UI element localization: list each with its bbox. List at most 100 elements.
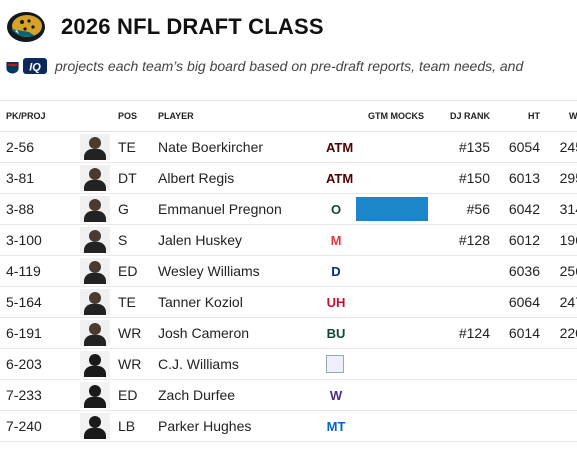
player-headshot [80, 320, 110, 346]
page-title: 2026 NFL DRAFT CLASS [61, 14, 324, 39]
height-cell: 6042 [490, 193, 540, 225]
col-header-photo [74, 100, 118, 132]
school-logo-icon: BU [326, 326, 346, 342]
player-headshot [80, 134, 110, 160]
table-row[interactable]: 5-164 TE Tanner Koziol UH 6064 247 [0, 286, 577, 318]
player-name-link[interactable]: Emmanuel Pregnon [158, 193, 326, 225]
weight-cell: 256 [540, 255, 577, 287]
height-cell: 6064 [490, 286, 540, 318]
position-cell: S [118, 224, 158, 256]
player-name-link[interactable]: Albert Regis [158, 162, 326, 194]
player-headshot [80, 382, 110, 408]
table-row[interactable]: 2-56 TE Nate Boerkircher ATM #135 6054 2… [0, 131, 577, 163]
rank-cell: #56 [436, 193, 490, 225]
rank-cell: #128 [436, 224, 490, 256]
player-headshot [80, 196, 110, 222]
player-name-link[interactable]: Jalen Huskey [158, 224, 326, 256]
player-name-link[interactable]: Parker Hughes [158, 410, 326, 442]
position-cell: DT [118, 162, 158, 194]
position-cell: LB [118, 410, 158, 442]
school-logo-icon: O [330, 202, 342, 218]
table-row[interactable]: 6-203 WR C.J. Williams [0, 348, 577, 380]
col-header-school [326, 100, 356, 132]
player-headshot [80, 227, 110, 253]
player-name-link[interactable]: Nate Boerkircher [158, 131, 326, 163]
weight-cell: 196 [540, 224, 577, 256]
position-cell: TE [118, 131, 158, 163]
player-headshot [80, 413, 110, 439]
player-headshot [80, 289, 110, 315]
position-cell: ED [118, 255, 158, 287]
pick-cell: 5-164 [0, 286, 74, 318]
pick-cell: 3-100 [0, 224, 74, 256]
col-header-pos[interactable]: POS [118, 100, 158, 132]
subtitle-row: IQ projects each team’s big board based … [0, 54, 577, 80]
weight-cell: 220 [540, 317, 577, 349]
pick-cell: 4-119 [0, 255, 74, 287]
player-name-link[interactable]: C.J. Williams [158, 348, 326, 380]
table-row[interactable]: 4-119 ED Wesley Williams D 6036 256 [0, 255, 577, 287]
weight-cell [540, 348, 577, 380]
weight-cell: 247 [540, 286, 577, 318]
player-name-link[interactable]: Josh Cameron [158, 317, 326, 349]
player-headshot [80, 258, 110, 284]
table-header-row: PK/PROJ POS PLAYER GTM MOCKS DJ RANK HT … [0, 100, 577, 132]
rank-cell [436, 379, 490, 411]
school-logo-icon: M [330, 233, 342, 249]
player-name-link[interactable]: Zach Durfee [158, 379, 326, 411]
rank-cell: #124 [436, 317, 490, 349]
gtm-mock-bar [356, 197, 428, 221]
height-cell: 6013 [490, 162, 540, 194]
table-row[interactable]: 3-100 S Jalen Huskey M #128 6012 196 [0, 224, 577, 256]
table-row[interactable]: 3-88 G Emmanuel Pregnon O #56 6042 314 [0, 193, 577, 225]
height-cell: 6012 [490, 224, 540, 256]
broken-image-icon [326, 355, 344, 374]
rank-cell [436, 410, 490, 442]
school-logo-icon: UH [326, 295, 346, 311]
school-logo-icon: ATM [326, 171, 354, 187]
table-row[interactable]: 3-81 DT Albert Regis ATM #150 6013 295 [0, 162, 577, 194]
position-cell: WR [118, 348, 158, 380]
player-name-link[interactable]: Wesley Williams [158, 255, 326, 287]
school-logo-icon: MT [326, 419, 346, 435]
col-header-rank[interactable]: DJ RANK [436, 100, 490, 132]
height-cell [490, 379, 540, 411]
nfl-shield-icon [5, 57, 20, 75]
height-cell [490, 348, 540, 380]
table-row[interactable]: 7-240 LB Parker Hughes MT [0, 410, 577, 442]
school-logo-icon: D [331, 264, 341, 280]
table-row[interactable]: 7-233 ED Zach Durfee W [0, 379, 577, 411]
iq-logo-icon: IQ [23, 58, 47, 74]
table-row[interactable]: 6-191 WR Josh Cameron BU #124 6014 220 [0, 317, 577, 349]
col-header-ht[interactable]: HT [490, 100, 540, 132]
col-header-player[interactable]: PLAYER [158, 100, 326, 132]
height-cell: 6036 [490, 255, 540, 287]
player-headshot [80, 165, 110, 191]
school-logo-icon: W [329, 388, 343, 404]
player-headshot [80, 351, 110, 377]
pick-cell: 7-233 [0, 379, 74, 411]
rank-cell [436, 286, 490, 318]
position-cell: ED [118, 379, 158, 411]
jaguars-logo-icon [7, 12, 45, 42]
player-name-link[interactable]: Tanner Koziol [158, 286, 326, 318]
draft-class-table: PK/PROJ POS PLAYER GTM MOCKS DJ RANK HT … [0, 100, 577, 442]
col-header-wt[interactable]: WT [540, 100, 577, 132]
weight-cell [540, 410, 577, 442]
weight-cell: 295 [540, 162, 577, 194]
weight-cell [540, 379, 577, 411]
col-header-pk[interactable]: PK/PROJ [0, 100, 74, 132]
pick-cell: 3-81 [0, 162, 74, 194]
pick-cell: 3-88 [0, 193, 74, 225]
col-header-gtm[interactable]: GTM MOCKS [356, 100, 436, 132]
position-cell: G [118, 193, 158, 225]
weight-cell: 314 [540, 193, 577, 225]
pick-cell: 6-203 [0, 348, 74, 380]
rank-cell [436, 255, 490, 287]
page-header: 2026 NFL DRAFT CLASS [0, 0, 577, 52]
page-subtitle: projects each team’s big board based on … [55, 58, 524, 74]
rank-cell [436, 348, 490, 380]
school-logo-icon: ATM [326, 140, 354, 156]
rank-cell: #135 [436, 131, 490, 163]
weight-cell: 245 [540, 131, 577, 163]
